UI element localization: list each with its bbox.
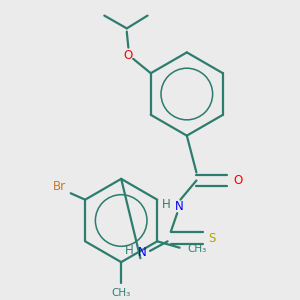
Text: S: S — [209, 232, 216, 244]
Text: N: N — [174, 200, 183, 213]
Text: CH₃: CH₃ — [112, 287, 131, 298]
Text: N: N — [138, 246, 146, 259]
Text: Br: Br — [53, 180, 66, 194]
Text: H: H — [162, 198, 170, 211]
Text: O: O — [233, 174, 243, 187]
Text: O: O — [124, 49, 133, 62]
Text: H: H — [125, 244, 134, 257]
Text: CH₃: CH₃ — [188, 244, 207, 254]
